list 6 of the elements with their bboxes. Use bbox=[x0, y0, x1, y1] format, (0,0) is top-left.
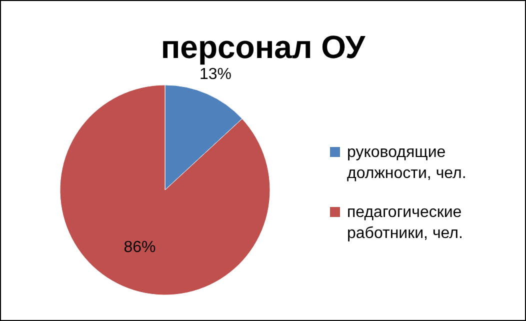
legend-label: руководящие должности, чел. bbox=[347, 144, 466, 182]
data-label: 86% bbox=[124, 238, 156, 256]
pie-slice bbox=[60, 84, 270, 296]
chart-title: персонал ОУ bbox=[160, 29, 366, 65]
legend-label: педагогические работники, чел. bbox=[347, 204, 463, 242]
data-label: 13% bbox=[200, 66, 232, 83]
